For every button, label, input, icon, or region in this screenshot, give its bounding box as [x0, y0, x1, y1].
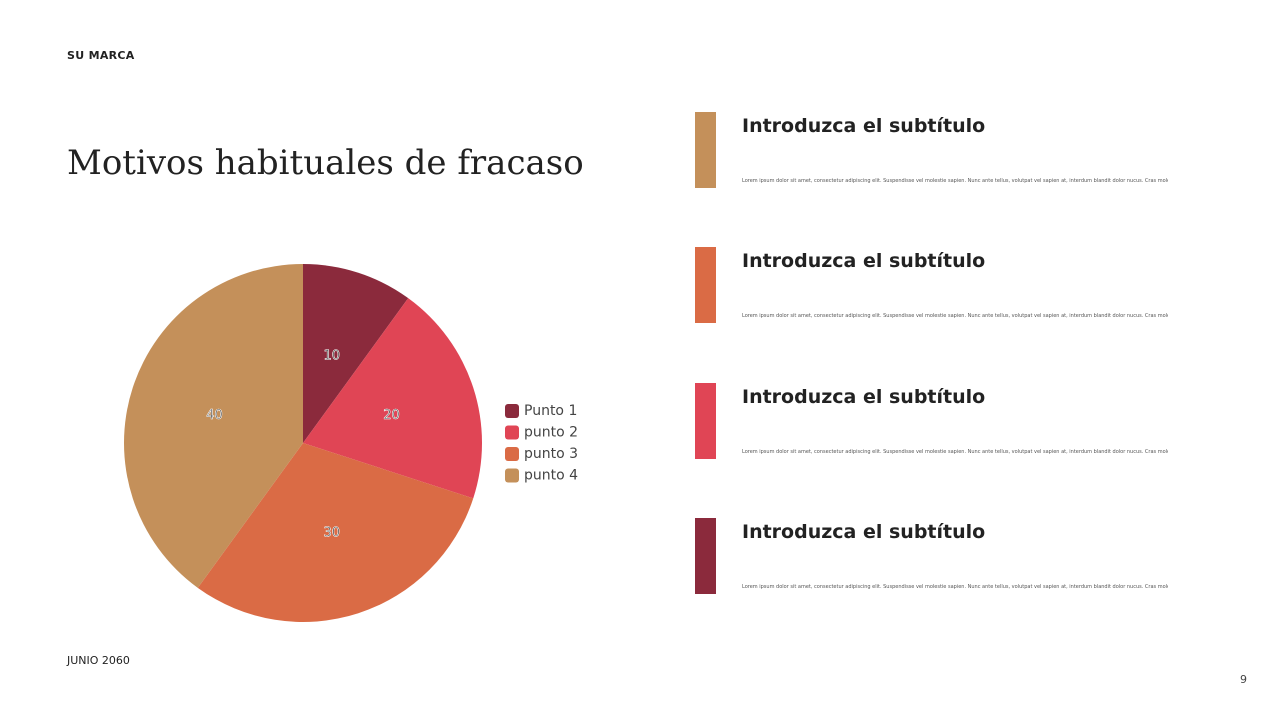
- body-text: Lorem ipsum dolor sit amet, consectetur …: [742, 583, 1168, 590]
- subtitle: Introduzca el subtítulo: [742, 250, 986, 273]
- pie-slice: [303, 298, 482, 499]
- page-number: 9: [1240, 673, 1247, 686]
- legend-label: punto 3: [524, 446, 578, 462]
- brand-label: SU MARCA: [67, 49, 135, 62]
- pie-slice: [197, 443, 474, 622]
- data-label: 20: [383, 408, 400, 423]
- subtitle: Introduzca el subtítulo: [742, 115, 986, 137]
- legend-label: Punto 1: [524, 403, 577, 419]
- body-text: Lorem ipsum dolor sit amet, consectetur …: [742, 178, 1168, 184]
- body-text: Lorem ipsum dolor sit amet, consectetur …: [742, 313, 1168, 320]
- pie-chart: 10 Punto 1 20 punto 2 30 punto 3 40 punto 4: [124, 264, 578, 622]
- legend-swatch: [505, 447, 519, 461]
- accent-bar: [695, 247, 716, 324]
- page-title: Motivos habituales de fracaso: [67, 143, 584, 183]
- body-text: Lorem ipsum dolor sit amet, consectetur …: [742, 448, 1168, 455]
- legend-label: punto 4: [524, 468, 578, 484]
- pie-slice: [124, 264, 304, 588]
- subtitle-block: Introduzca el subtítulo Lorem ipsum dolo…: [695, 112, 1215, 188]
- accent-bar: [695, 382, 716, 459]
- subtitle: Introduzca el subtítulo: [742, 385, 986, 408]
- subtitle: Introduzca el subtítulo: [742, 520, 986, 543]
- data-label: 10: [323, 348, 340, 363]
- pie-slice: [303, 264, 409, 443]
- data-label: 30: [323, 526, 340, 541]
- footer-date: JUNIO 2060: [67, 654, 130, 667]
- accent-bar: [695, 112, 716, 188]
- subtitle-block: Introduzca el subtítulo Lorem ipsum dolo…: [695, 382, 1215, 459]
- legend-swatch: [505, 468, 519, 483]
- data-label: 40: [206, 408, 223, 423]
- accent-bar: [695, 517, 716, 594]
- subtitle-block: Introduzca el subtítulo Lorem ipsum dolo…: [695, 517, 1215, 594]
- subtitle-block: Introduzca el subtítulo Lorem ipsum dolo…: [695, 247, 1215, 324]
- legend-swatch: [505, 425, 519, 440]
- legend-swatch: [505, 404, 519, 418]
- legend-label: punto 2: [524, 425, 578, 441]
